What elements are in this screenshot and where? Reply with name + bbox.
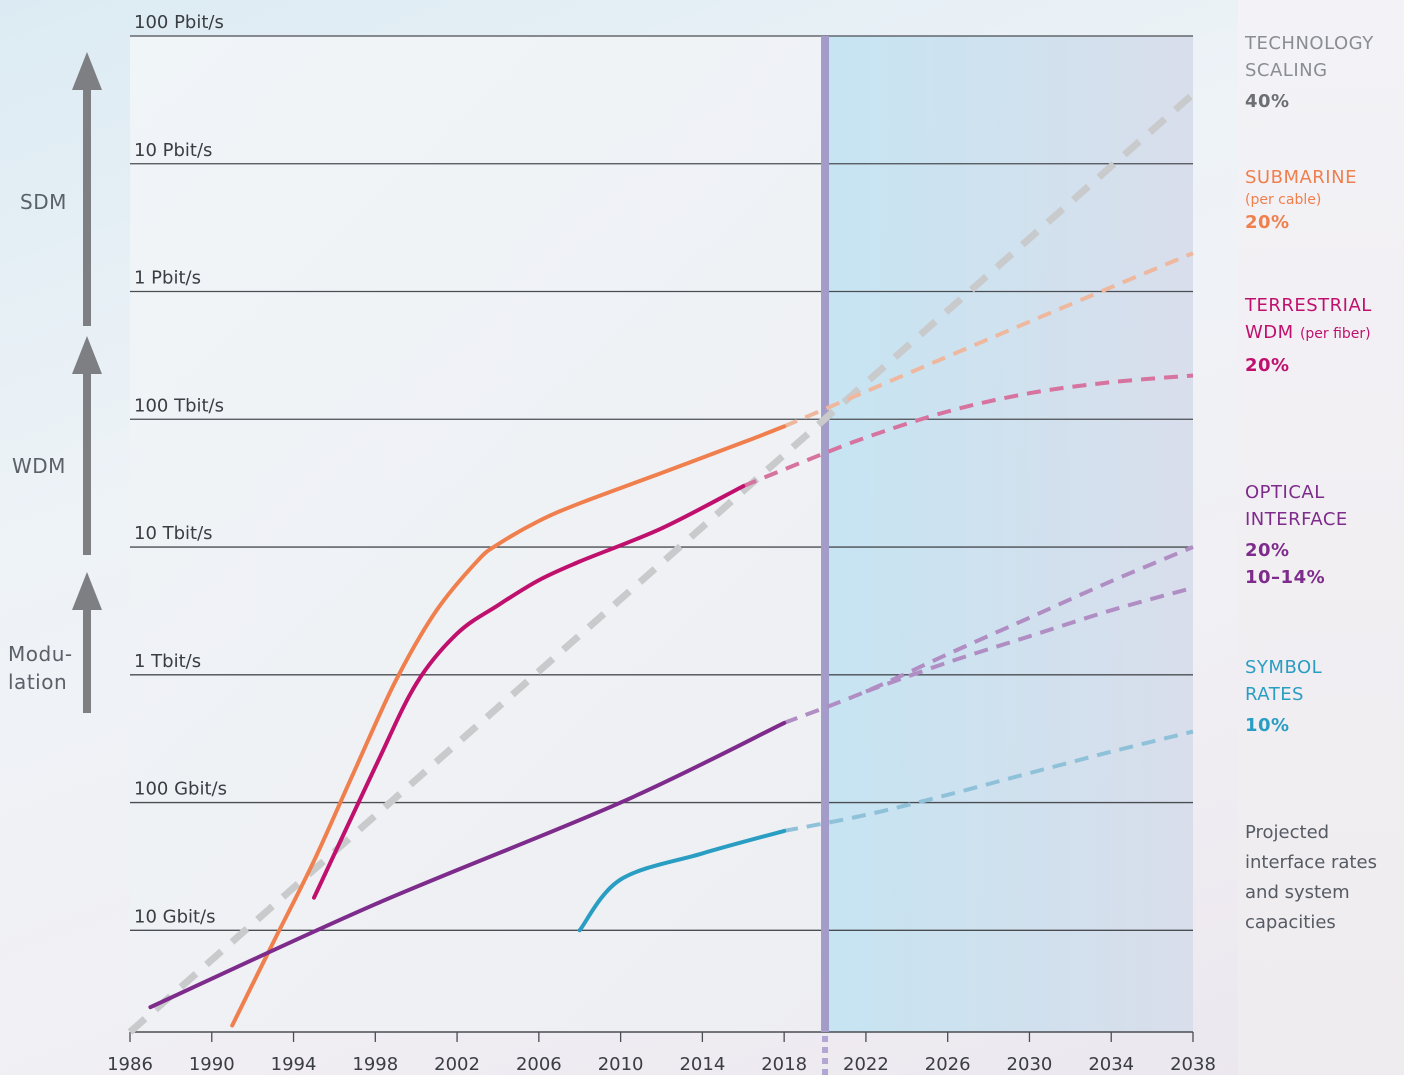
series-submarine-measured [230,424,787,1028]
legend-technology: TECHNOLOGY SCALING 40% [1245,33,1374,112]
y-tick-label: 10 Gbit/s [134,906,216,927]
arrow-head [72,52,102,90]
x-tick-label: 2014 [679,1054,725,1075]
x-tick-label: 2018 [761,1054,807,1075]
legend-submarine: SUBMARINE (per cable) 20% [1245,167,1357,233]
series-terrestrial-measured [312,484,746,900]
y-tick-label: 100 Tbit/s [134,395,224,416]
y-tick-label: 10 Tbit/s [134,523,213,544]
present-divider [821,36,830,1032]
series-submarine-projected [783,251,1194,429]
legend-panel [1238,0,1404,1075]
y-tick-label: 10 Pbit/s [134,140,212,161]
x-tick-label: 1986 [107,1054,153,1075]
arrow-head [72,572,102,610]
x-tick-label: 2030 [1007,1054,1053,1075]
x-tick-label: 2002 [434,1054,480,1075]
y-tick-label: 100 Gbit/s [134,779,227,800]
y-tick-label: 100 Pbit/s [134,12,224,33]
arrow-label-sdm: SDM [20,190,67,214]
arrow-label-wdm: WDM [12,454,66,478]
x-tick-label: 2010 [598,1054,644,1075]
legend-optical: OPTICAL INTERFACE 20% 10–14% [1245,482,1348,588]
x-tick-label: 1994 [271,1054,317,1075]
series-symbol-projected [783,729,1194,833]
projection-region [822,36,1193,1032]
x-tick-label: 2026 [925,1054,971,1075]
legend-terrestrial: TERRESTRIAL WDM (per fiber) 20% [1245,295,1372,376]
series-optical_20-measured [148,720,787,1010]
arrow-label-modulation: Modu- lation [8,642,73,694]
arrow-shaft [83,86,91,326]
x-tick-label: 2034 [1088,1054,1134,1075]
y-tick-label: 1 Tbit/s [134,651,201,672]
series-optical_10_14-projected [865,585,1194,694]
y-tick-label: 1 Pbit/s [134,268,201,289]
x-tick-label: 2022 [843,1054,889,1075]
arrow-shaft [83,606,91,713]
arrow-head [72,336,102,374]
arrow-shaft [83,370,91,555]
x-tick-label: 2006 [516,1054,562,1075]
x-tick-label: 1990 [189,1054,235,1075]
legend-symbol: SYMBOL RATES 10% [1245,657,1323,736]
series-symbol-measured [577,828,787,933]
x-tick-label: 2038 [1170,1054,1216,1075]
x-tick-label: 1998 [352,1054,398,1075]
series-terrestrial-projected [742,373,1194,488]
series-optical_20-projected [783,545,1194,725]
projection-note: Projected interface rates and system cap… [1245,822,1377,933]
